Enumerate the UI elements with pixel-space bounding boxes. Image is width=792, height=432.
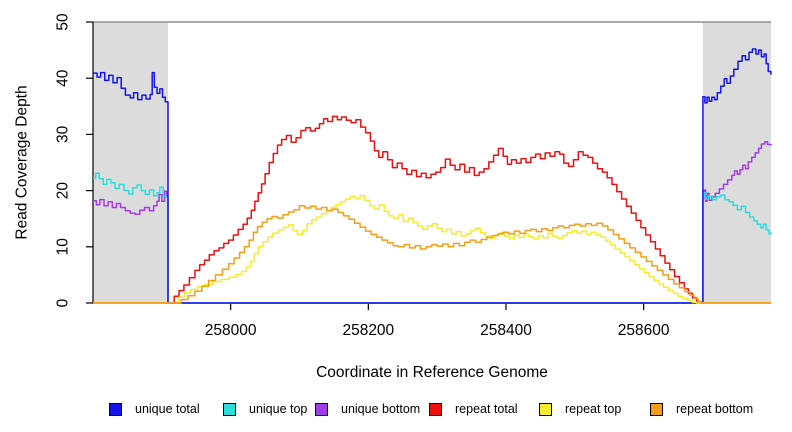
shaded-region-left — [93, 22, 169, 303]
x-tick-label: 258000 — [205, 322, 257, 339]
y-tick-label: 20 — [54, 182, 71, 200]
series-line-unique_total — [93, 48, 772, 304]
series-line-repeat_top — [93, 194, 771, 304]
x-tick-label: 258600 — [618, 322, 670, 339]
series-line-repeat_total — [93, 115, 771, 304]
y-axis-title: Read Coverage Depth — [13, 85, 30, 239]
x-tick-label: 258200 — [342, 322, 394, 339]
y-tick-label: 0 — [54, 298, 71, 307]
series-line-unique_top — [93, 172, 772, 304]
x-tick-label: 258400 — [480, 322, 532, 339]
y-tick-label: 40 — [54, 69, 71, 87]
shaded-region-right — [702, 22, 771, 303]
series-line-repeat_bottom — [93, 205, 771, 304]
y-tick-label: 50 — [54, 13, 71, 31]
y-tick-label: 30 — [54, 125, 71, 143]
x-axis-title: Coordinate in Reference Genome — [316, 364, 548, 381]
y-tick-label: 10 — [54, 238, 71, 256]
